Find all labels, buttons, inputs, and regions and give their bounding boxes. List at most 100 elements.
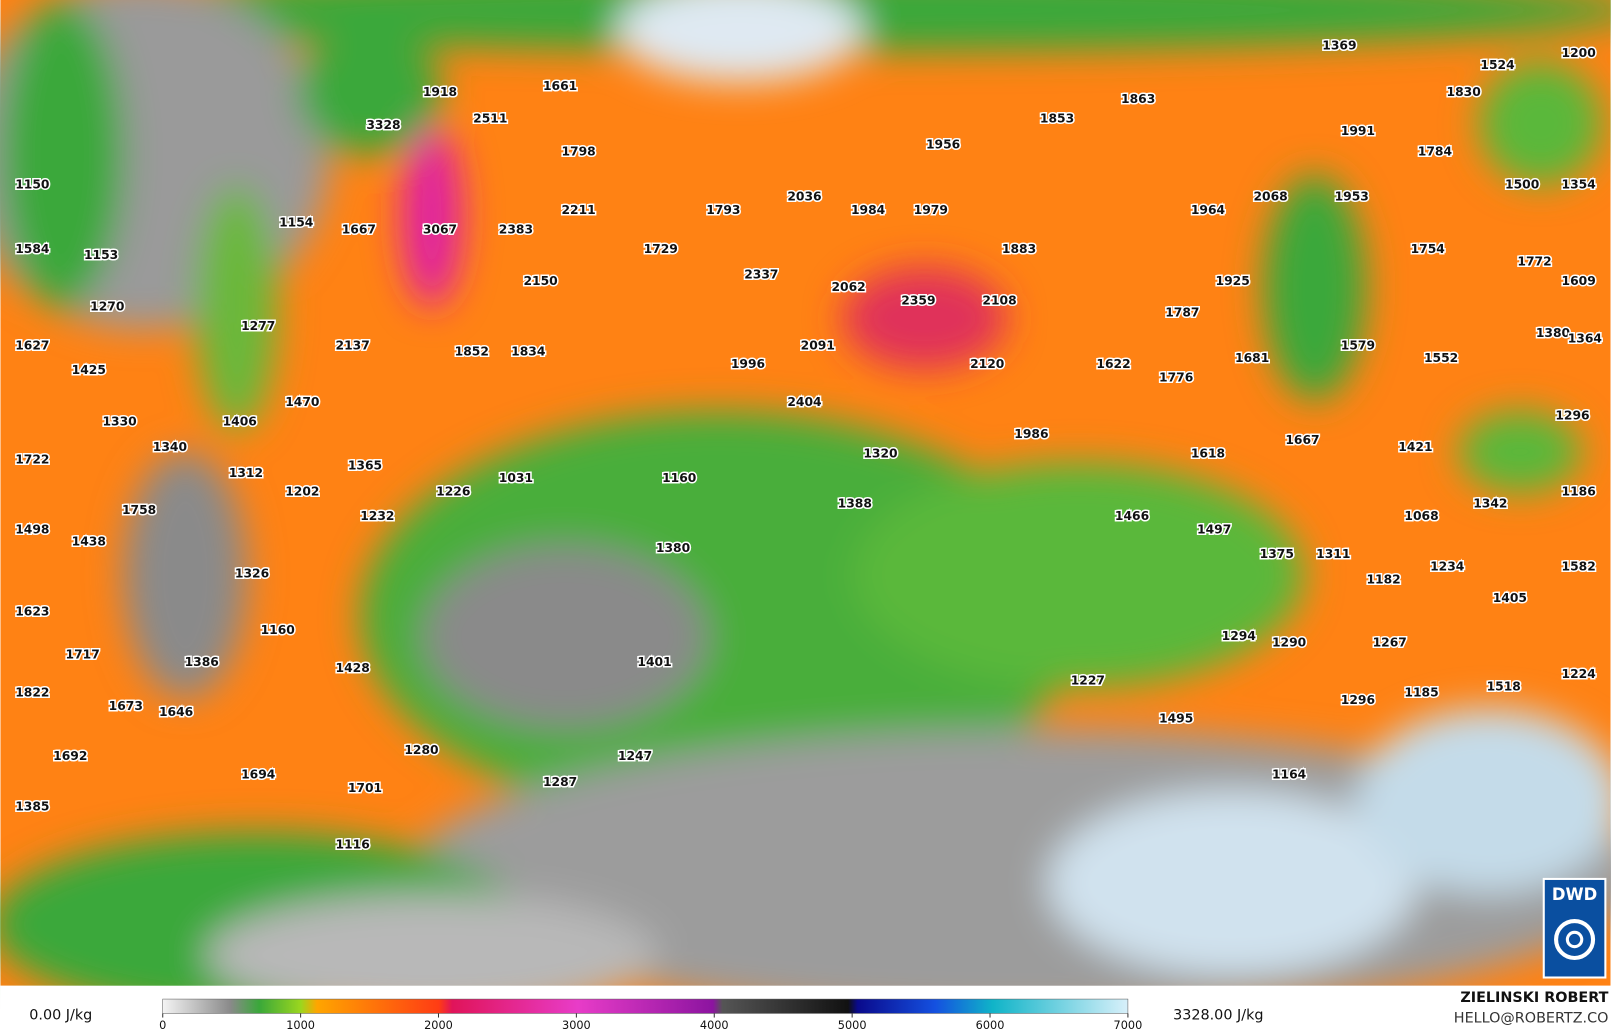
cape-value: 1234 bbox=[1430, 559, 1464, 573]
cape-value: 1996 bbox=[731, 357, 765, 371]
cape-value: 1438 bbox=[72, 535, 106, 549]
cape-value: 1495 bbox=[1159, 711, 1193, 725]
cape-value: 1160 bbox=[261, 623, 295, 637]
cape-value: 1497 bbox=[1197, 522, 1231, 536]
cape-value: 2150 bbox=[523, 274, 557, 288]
cape-value: 2404 bbox=[787, 395, 821, 409]
cape-value: 1729 bbox=[644, 242, 678, 256]
cape-value: 1153 bbox=[84, 248, 118, 262]
cape-value: 1500 bbox=[1505, 177, 1539, 191]
cape-value: 1294 bbox=[1222, 629, 1256, 643]
cape-value: 1579 bbox=[1341, 339, 1375, 353]
cape-value: 1722 bbox=[15, 453, 49, 467]
cape-value: 1226 bbox=[436, 484, 470, 498]
colorbar-max: 3328.00 J/kg bbox=[1173, 1007, 1263, 1023]
colorbar-tick-label: 4000 bbox=[700, 1019, 729, 1032]
cape-value: 3067 bbox=[423, 223, 457, 237]
cape-value: 1673 bbox=[109, 699, 143, 713]
cape-value: 1956 bbox=[926, 137, 960, 151]
cape-value: 1385 bbox=[15, 800, 49, 814]
cape-value: 1160 bbox=[662, 471, 696, 485]
cape-value: 1784 bbox=[1418, 144, 1452, 158]
cape-value: 1247 bbox=[618, 749, 652, 763]
cape-value: 1388 bbox=[838, 497, 872, 511]
cape-value: 1986 bbox=[1014, 427, 1048, 441]
cape-value: 1883 bbox=[1002, 242, 1036, 256]
colorbar-tick-label: 6000 bbox=[976, 1019, 1005, 1032]
cape-value: 1798 bbox=[561, 144, 595, 158]
cape-value: 1031 bbox=[499, 471, 533, 485]
cape-value: 1853 bbox=[1040, 112, 1074, 126]
cape-value: 1330 bbox=[102, 415, 136, 429]
cape-value: 1834 bbox=[511, 345, 545, 359]
cape-value: 1863 bbox=[1121, 92, 1155, 106]
cape-value: 1701 bbox=[348, 781, 382, 795]
cape-value: 1267 bbox=[1373, 635, 1407, 649]
cape-value: 1681 bbox=[1235, 351, 1269, 365]
logo: DWD bbox=[1542, 877, 1607, 979]
cape-value: 2337 bbox=[744, 268, 778, 282]
cape-value: 2120 bbox=[970, 357, 1004, 371]
cape-value: 1584 bbox=[15, 242, 49, 256]
cape-value: 1312 bbox=[229, 466, 263, 480]
colorbar-min: 0.00 J/kg bbox=[29, 1007, 92, 1023]
cape-value: 1185 bbox=[1404, 686, 1438, 700]
cape-value: 1524 bbox=[1480, 58, 1514, 72]
cape-value: 1953 bbox=[1335, 190, 1369, 204]
logo-text: DWD bbox=[1552, 885, 1597, 904]
cape-value: 1470 bbox=[285, 395, 319, 409]
cape-value: 1627 bbox=[15, 339, 49, 353]
cape-value: 1154 bbox=[279, 215, 313, 229]
colorbar-tick-label: 0 bbox=[159, 1019, 166, 1032]
cape-value: 2068 bbox=[1253, 190, 1287, 204]
cape-value: 1375 bbox=[1260, 547, 1294, 561]
cape-value: 1401 bbox=[637, 655, 671, 669]
cape-value: 1787 bbox=[1165, 306, 1199, 320]
colorbar-tick-label: 1000 bbox=[286, 1019, 315, 1032]
cape-value: 1182 bbox=[1366, 573, 1400, 587]
contact: HELLO@ROBERTZ.CO bbox=[1454, 1011, 1609, 1027]
colorbar-tick-label: 2000 bbox=[424, 1019, 453, 1032]
cape-value: 1290 bbox=[1272, 635, 1306, 649]
cape-value: 2036 bbox=[787, 190, 821, 204]
cape-value: 1979 bbox=[914, 203, 948, 217]
colorbar bbox=[162, 998, 1129, 1014]
cape-value: 1365 bbox=[348, 459, 382, 473]
cape-value: 1822 bbox=[15, 686, 49, 700]
cape-value: 1421 bbox=[1398, 440, 1432, 454]
cape-value: 1428 bbox=[336, 661, 370, 675]
cape-value: 1667 bbox=[342, 223, 376, 237]
cape-value: 1425 bbox=[72, 363, 106, 377]
cape-value: 1776 bbox=[1159, 370, 1193, 384]
cape-value: 1692 bbox=[53, 749, 87, 763]
cape-value: 1326 bbox=[235, 566, 269, 580]
cape-value: 1270 bbox=[90, 300, 124, 314]
cape-value: 1369 bbox=[1322, 39, 1356, 53]
cape-value: 1380 bbox=[656, 541, 690, 555]
cape-value: 2108 bbox=[982, 293, 1016, 307]
cape-value: 1287 bbox=[543, 775, 577, 789]
cape-value: 2511 bbox=[473, 112, 507, 126]
cape-value: 1661 bbox=[543, 79, 577, 93]
cape-value: 1466 bbox=[1115, 509, 1149, 523]
cape-value: 1518 bbox=[1487, 679, 1521, 693]
cape-value: 1150 bbox=[15, 177, 49, 191]
cape-value: 1232 bbox=[360, 509, 394, 523]
cape-value: 1068 bbox=[1404, 509, 1438, 523]
colorbar-tick-label: 5000 bbox=[838, 1019, 867, 1032]
cape-value: 1667 bbox=[1285, 433, 1319, 447]
cape-value: 1622 bbox=[1096, 357, 1130, 371]
cape-value: 1224 bbox=[1562, 667, 1596, 681]
cape-value: 1984 bbox=[851, 203, 885, 217]
cape-value: 2211 bbox=[561, 203, 595, 217]
cape-value: 1552 bbox=[1424, 351, 1458, 365]
cape-value: 1354 bbox=[1562, 177, 1596, 191]
cape-value: 2383 bbox=[499, 223, 533, 237]
cape-value: 3328 bbox=[366, 118, 400, 132]
cape-value: 1991 bbox=[1341, 124, 1375, 138]
cape-value: 1186 bbox=[1562, 484, 1596, 498]
cape-value: 1296 bbox=[1555, 408, 1589, 422]
author: ZIELINSKI ROBERT bbox=[1460, 990, 1608, 1006]
